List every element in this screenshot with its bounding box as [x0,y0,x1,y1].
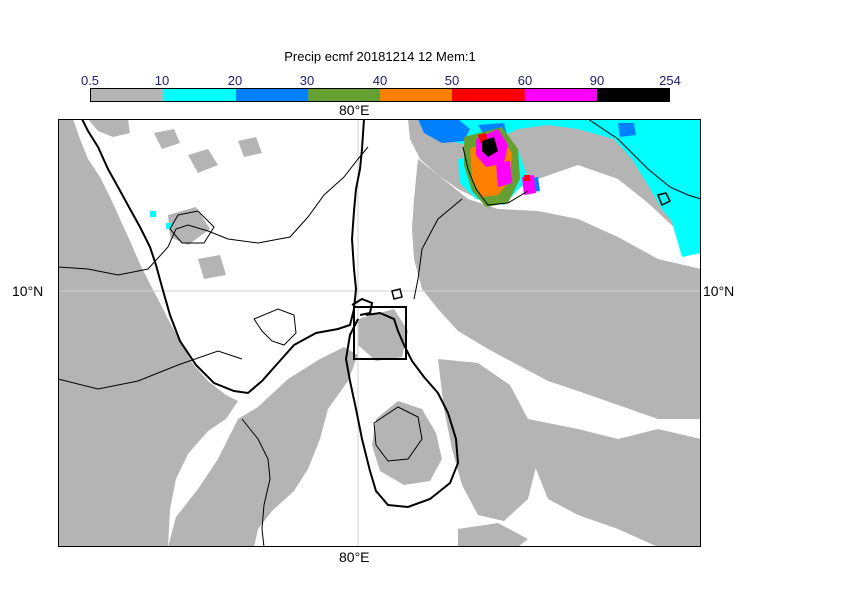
colorbar-label-1: 10 [154,73,170,88]
map-frame [58,119,701,547]
colorbar-label-3: 30 [299,73,315,88]
lon-label-top: 80°E [339,102,370,118]
colorbar-label-0: 0.5 [80,73,100,88]
colorbar-swatch-5 [452,89,525,101]
coastlines [58,119,701,547]
colorbar-label-6: 60 [517,73,533,88]
colorbar-swatch-6 [524,89,597,101]
colorbar-label-2: 20 [227,73,243,88]
lon-label-bottom: 80°E [339,549,370,565]
colorbar-label-5: 50 [444,73,460,88]
colorbar-swatch-3 [307,89,380,101]
precip-heavy-areas [476,129,536,195]
colorbar-label-8: 254 [659,73,681,88]
colorbar-label-4: 40 [372,73,388,88]
precip-map [58,119,701,547]
colorbar-swatch-1 [163,89,236,101]
colorbar [90,88,670,102]
colorbar-swatch-0 [91,89,164,101]
lat-label-right: 10°N [703,283,735,299]
colorbar-swatch-4 [380,89,453,101]
precip-light-areas [58,119,701,547]
colorbar-label-7: 90 [589,73,605,88]
colorbar-swatch-7 [596,89,669,101]
map-title: Precip ecmf 20181214 12 Mem:1 [284,49,476,64]
colorbar-swatch-2 [235,89,308,101]
focus-box [353,306,407,360]
lat-label-left: 10°N [12,283,44,299]
